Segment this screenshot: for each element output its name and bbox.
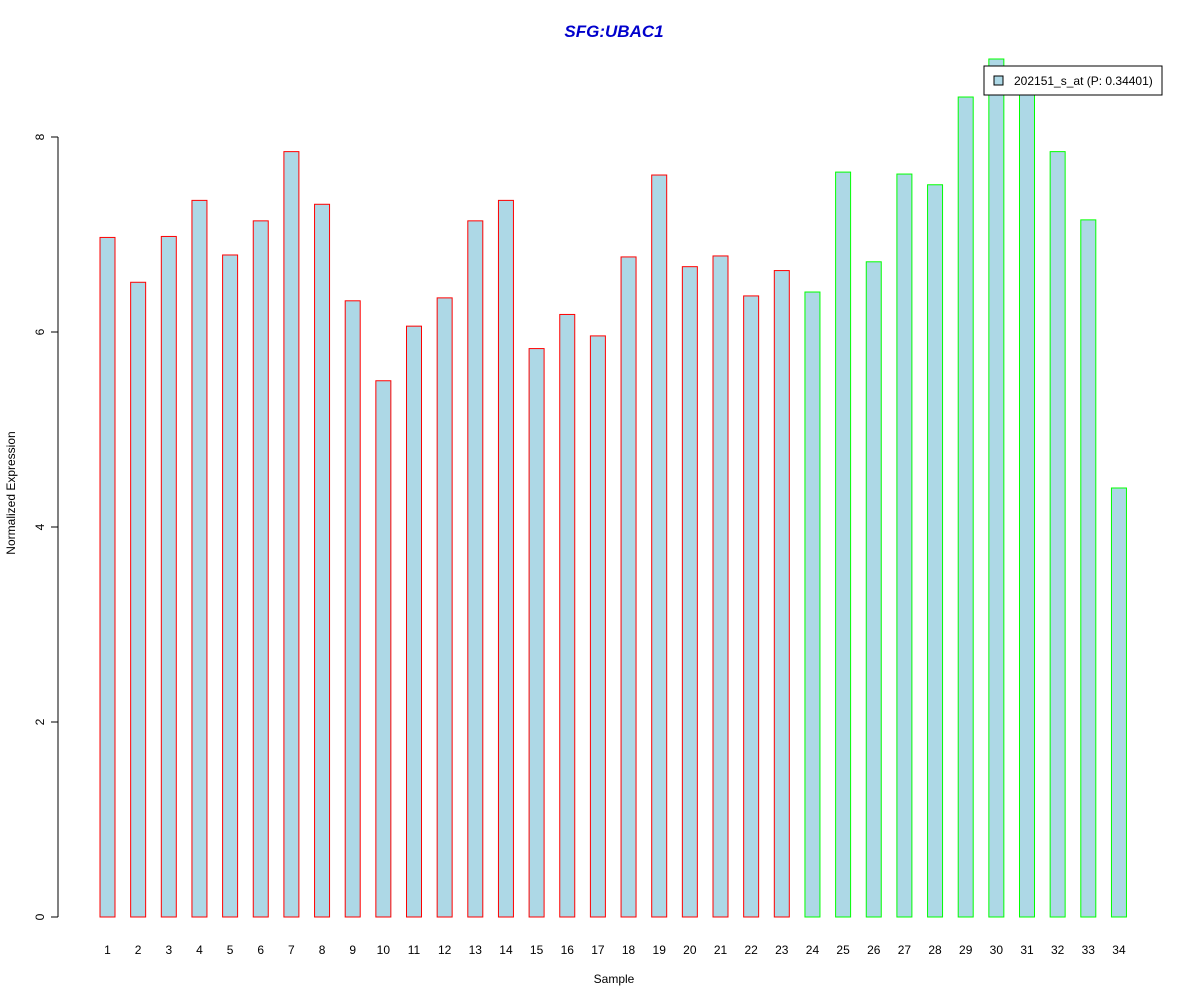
bar-sample-11 [406,325,422,918]
bar-sample-10 [375,380,392,918]
y-axis: 0 2 4 6 8 [33,133,59,920]
x-tick-label: 17 [591,943,605,957]
x-tick-label: 1 [104,943,111,957]
bars [99,58,1127,918]
legend-swatch [993,75,1004,86]
bar-sample-9 [344,300,361,918]
x-tick-label: 18 [622,943,636,957]
bar-sample-6 [252,220,269,918]
chart-title: SFG:UBAC1 [564,22,663,41]
x-tick-label: 29 [959,943,973,957]
x-tick-label: 33 [1082,943,1096,957]
x-tick-label: 3 [165,943,172,957]
x-tick-label: 31 [1020,943,1034,957]
x-tick-label: 4 [196,943,203,957]
bar-sample-8 [314,203,331,918]
x-tick-label: 27 [898,943,912,957]
bar-sample-28 [927,184,944,918]
x-tick-label: 5 [227,943,234,957]
y-tick-label: 4 [33,523,47,530]
x-tick-label: 26 [867,943,881,957]
x-tick-label: 11 [408,943,421,957]
x-tick-label: 15 [530,943,544,957]
legend-label: 202151_s_at (P: 0.34401) [1014,74,1153,88]
bar-sample-17 [589,335,606,918]
bar-sample-23 [773,270,790,918]
y-axis-label: Normalized Expression [4,431,18,554]
bar-sample-21 [712,255,729,918]
x-tick-label: 25 [836,943,850,957]
x-tick-label: 34 [1112,943,1126,957]
bar-sample-13 [467,220,484,918]
legend-box [983,65,1163,96]
y-tick-label: 8 [33,133,47,140]
x-tick-label: 10 [377,943,391,957]
bar-sample-26 [865,261,882,918]
x-tick-label: 14 [499,943,513,957]
x-tick-label: 30 [990,943,1004,957]
x-tick-label: 20 [683,943,697,957]
x-tick-label: 2 [135,943,142,957]
x-tick-label: 23 [775,943,789,957]
x-axis-label: Sample [594,972,635,986]
x-tick-label: 16 [561,943,575,957]
x-tick-label: 19 [653,943,667,957]
bar-sample-3 [160,235,177,918]
bar-sample-31 [1019,81,1035,918]
x-tick-label: 28 [928,943,942,957]
x-tick-label: 13 [469,943,483,957]
x-tick-label: 8 [319,943,326,957]
bar-sample-18 [620,256,637,918]
x-tick-label: 32 [1051,943,1065,957]
bar-sample-1 [99,236,116,918]
bar-sample-5 [222,254,239,918]
bar-sample-19 [651,174,668,918]
x-tick-label: 24 [806,943,820,957]
bar-sample-34 [1110,487,1127,918]
bar-sample-32 [1049,151,1066,918]
bar-sample-4 [191,199,208,918]
bar-sample-22 [743,295,760,918]
y-tick-label: 2 [33,718,47,725]
bar-sample-33 [1080,219,1097,918]
x-tick-label: 22 [744,943,758,957]
bar-sample-25 [835,171,852,918]
y-tick-label: 0 [33,913,47,920]
bar-sample-12 [436,297,453,918]
x-axis: 1 2 3 4 5 6 7 8 9 10 11 12 13 14 15 16 17 18 19 20 21 22 23 24 2… [104,943,1126,957]
bar-sample-2 [130,281,147,918]
x-tick-label: 7 [288,943,295,957]
bar-sample-24 [804,291,821,918]
x-tick-label: 6 [257,943,264,957]
bar-sample-30 [988,58,1005,918]
bar-sample-7 [283,151,300,918]
bar-sample-15 [528,348,545,918]
bar-sample-20 [681,266,698,918]
legend: 202151_s_at (P: 0.34401) [983,65,1163,96]
x-tick-label: 12 [438,943,452,957]
bar-sample-27 [896,173,913,918]
bar-sample-14 [497,199,514,918]
bar-sample-16 [559,313,576,918]
y-tick-label: 6 [33,328,47,335]
bar-sample-29 [957,96,974,918]
x-tick-label: 9 [349,943,356,957]
x-tick-label: 21 [714,943,728,957]
